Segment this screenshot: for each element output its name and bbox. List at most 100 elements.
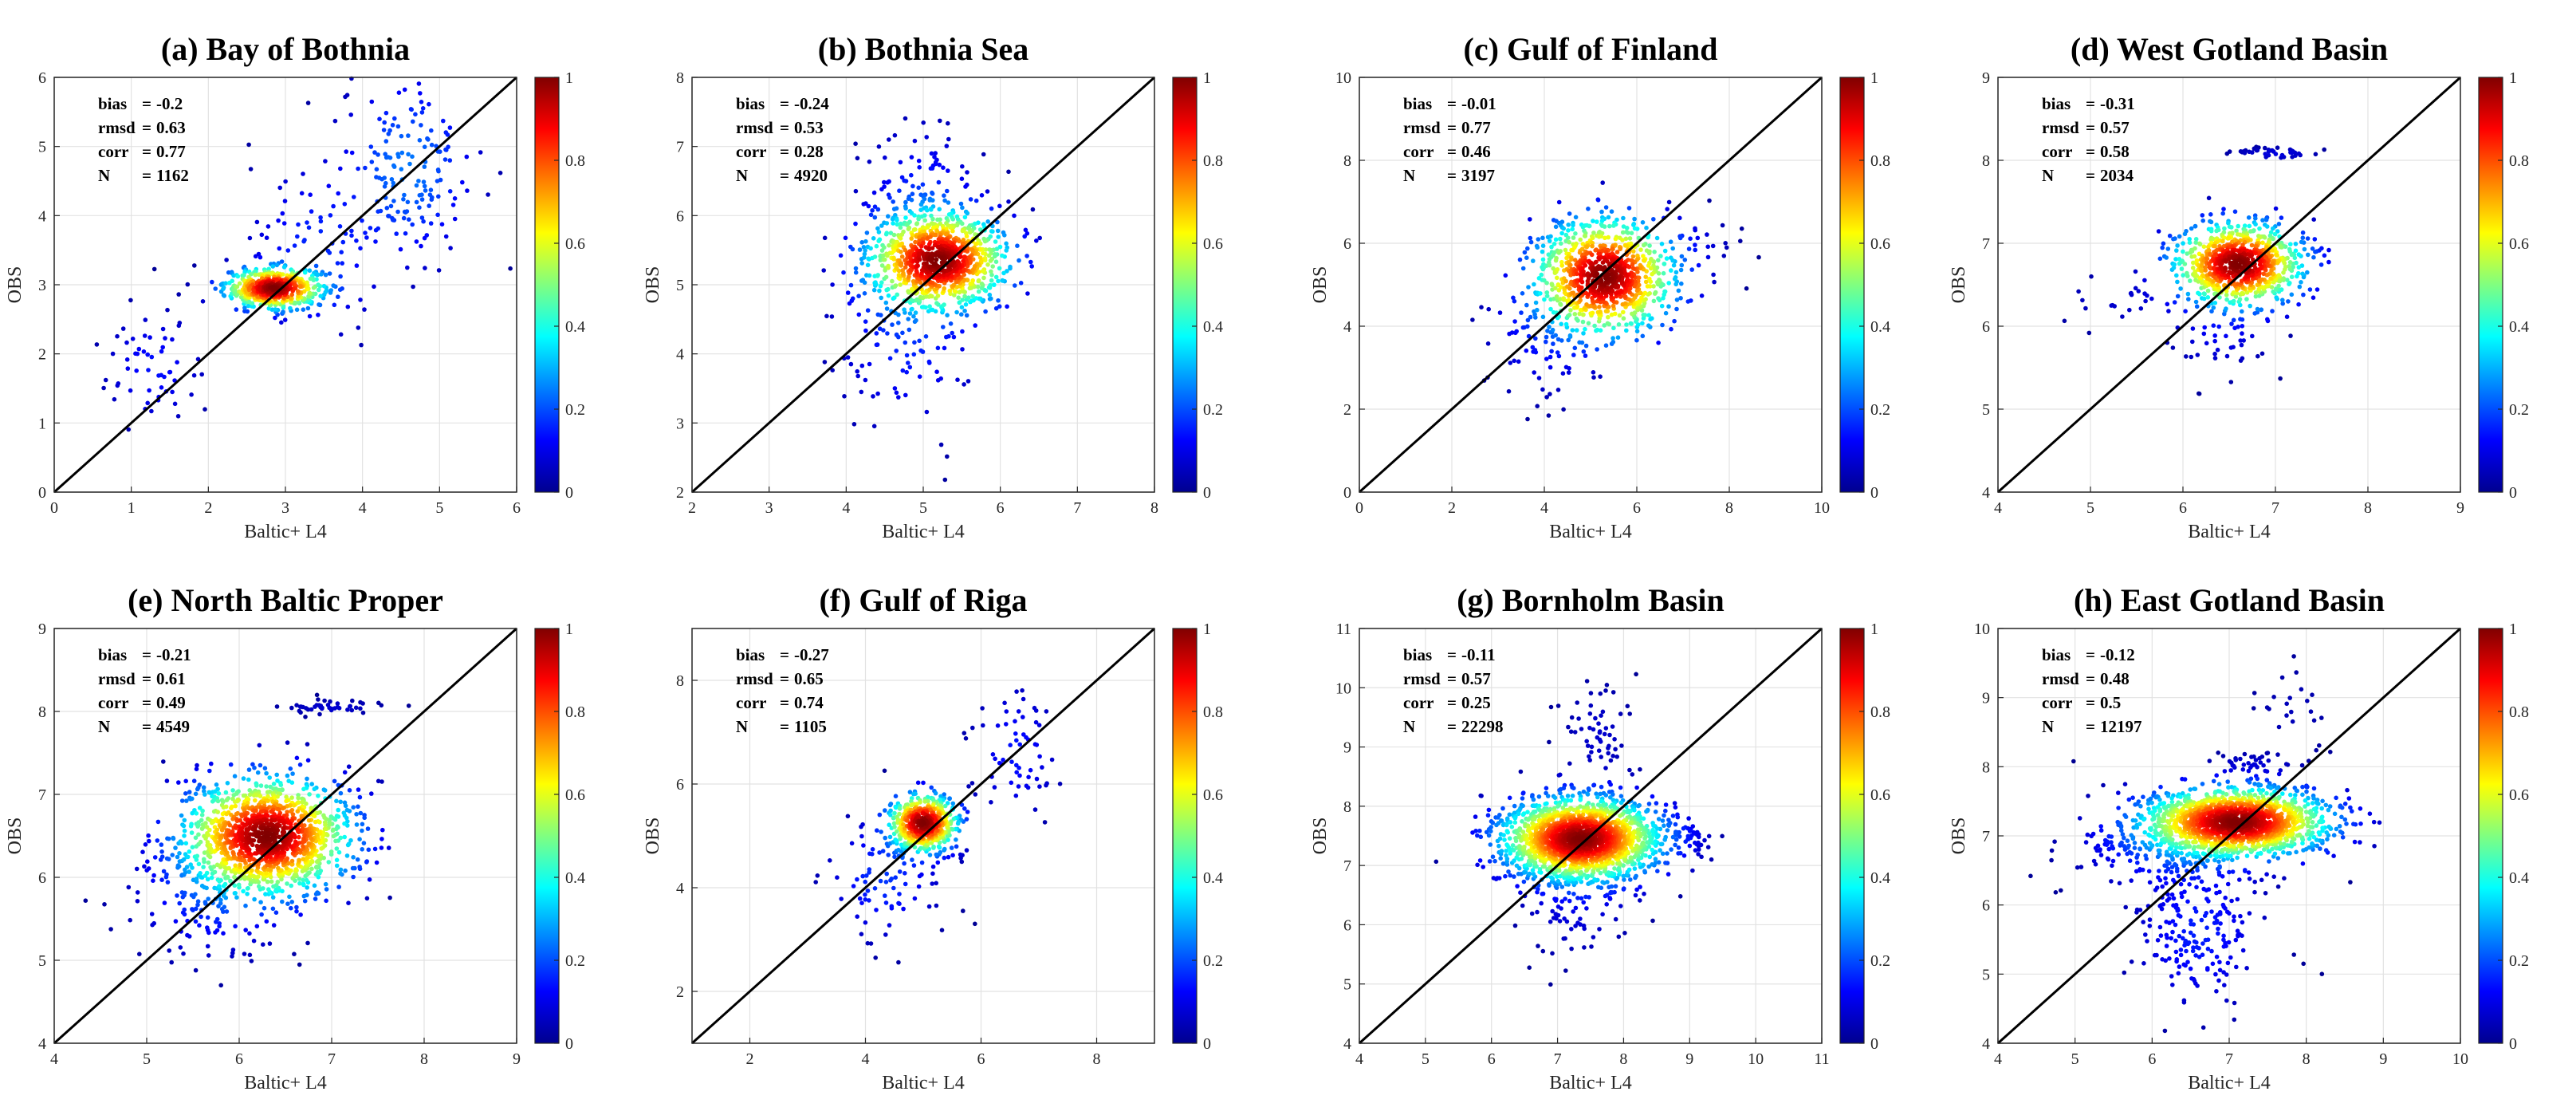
data-point	[2285, 314, 2290, 319]
data-point	[950, 331, 954, 336]
data-point	[307, 792, 312, 797]
data-point	[259, 912, 264, 917]
colorbar-tick-label: 0.6	[1870, 235, 1890, 253]
data-point	[1555, 267, 1560, 272]
data-point	[1597, 305, 1602, 309]
data-point	[1523, 250, 1528, 255]
data-point	[879, 223, 884, 228]
x-tick-label: 5	[919, 499, 927, 517]
data-point	[176, 414, 181, 419]
y-tick-label: 6	[676, 207, 684, 225]
colorbar-tick-label: 0	[1870, 484, 1878, 502]
data-point	[1662, 271, 1666, 276]
data-point	[1669, 268, 1673, 273]
data-point	[359, 811, 364, 816]
data-point	[264, 771, 269, 776]
data-point	[925, 208, 930, 213]
data-point	[151, 873, 156, 878]
data-point	[1004, 248, 1009, 253]
data-point	[2183, 262, 2188, 266]
data-point	[927, 360, 932, 364]
data-point	[331, 829, 336, 833]
data-point	[419, 244, 423, 249]
data-point	[207, 828, 212, 833]
data-point	[359, 343, 364, 348]
data-point	[1005, 305, 1009, 309]
data-point	[941, 325, 946, 329]
data-point	[1013, 283, 1017, 288]
data-point	[1000, 254, 1005, 258]
data-point	[448, 189, 453, 194]
data-point	[1564, 322, 1569, 327]
data-point	[2189, 355, 2194, 360]
data-point	[922, 219, 927, 223]
data-point	[265, 919, 269, 924]
data-point	[252, 766, 257, 770]
data-point	[906, 361, 910, 365]
data-point	[1667, 200, 1672, 205]
data-point	[965, 234, 969, 238]
data-point	[356, 805, 360, 810]
data-point	[361, 711, 366, 715]
data-point	[185, 865, 190, 869]
data-point	[207, 769, 212, 774]
data-point	[2263, 152, 2267, 156]
data-point	[411, 120, 415, 124]
data-point	[196, 823, 201, 828]
stat-value: 1162	[156, 166, 189, 185]
data-point	[443, 157, 448, 162]
data-point	[1525, 417, 1530, 422]
data-point	[962, 382, 966, 387]
data-point	[229, 762, 234, 767]
data-point	[217, 884, 222, 889]
data-point	[156, 373, 161, 378]
data-point	[1548, 263, 1552, 268]
data-point	[903, 200, 908, 205]
data-point	[1607, 224, 1612, 229]
data-point	[297, 881, 302, 886]
data-point	[981, 269, 985, 274]
data-point	[2286, 299, 2291, 304]
data-point	[266, 224, 271, 229]
stat-equals: =	[780, 118, 789, 137]
data-point	[1537, 376, 1542, 380]
data-point	[233, 924, 238, 929]
data-point	[1548, 234, 1553, 239]
data-point	[943, 478, 948, 483]
data-point	[887, 179, 891, 184]
data-point	[289, 706, 294, 711]
data-point	[1567, 313, 1572, 317]
data-point	[200, 884, 205, 889]
data-point	[2319, 262, 2324, 267]
data-point	[2160, 246, 2165, 250]
data-point	[177, 901, 182, 906]
data-point	[1631, 266, 1636, 271]
data-point	[268, 941, 273, 946]
data-point	[2173, 236, 2177, 241]
data-point	[1689, 267, 1694, 272]
data-point	[271, 907, 276, 912]
data-point	[900, 254, 905, 259]
data-point	[346, 900, 351, 905]
data-point	[336, 294, 340, 299]
data-point	[289, 293, 294, 297]
data-point	[871, 394, 875, 399]
data-point	[358, 795, 363, 800]
data-point	[924, 135, 929, 140]
data-point	[2202, 332, 2207, 337]
data-point	[397, 90, 402, 95]
data-point	[1571, 328, 1575, 333]
data-point	[167, 370, 172, 375]
data-point	[339, 250, 344, 254]
data-point	[1015, 243, 1020, 248]
data-point	[1610, 336, 1615, 341]
data-point	[399, 167, 404, 171]
data-point	[319, 219, 324, 224]
data-point	[917, 339, 922, 344]
data-point	[2171, 345, 2176, 350]
data-point	[144, 317, 148, 322]
data-point	[1621, 216, 1626, 221]
data-point	[872, 424, 877, 429]
data-point	[324, 887, 329, 892]
